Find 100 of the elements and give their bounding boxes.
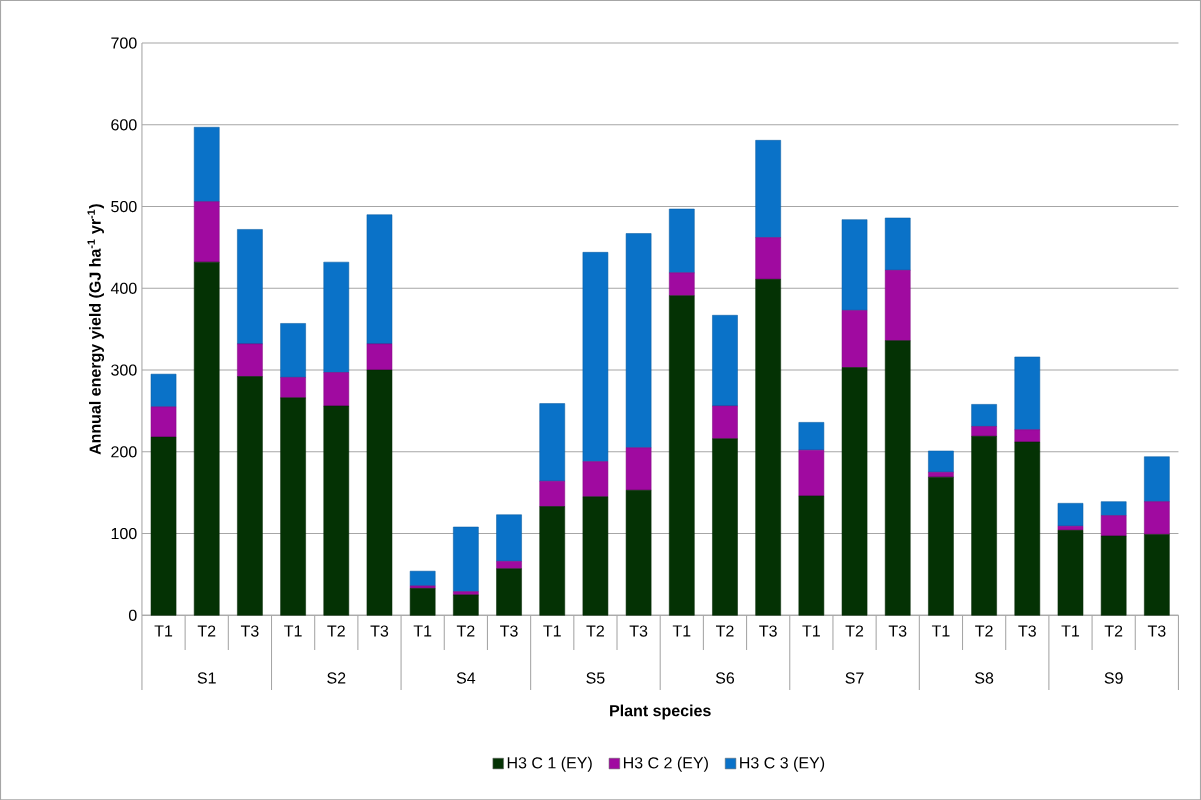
y-tick-label: 600 xyxy=(111,119,137,131)
bar xyxy=(1057,529,1084,616)
bar xyxy=(798,495,825,616)
x-tick-label: T3 xyxy=(1018,625,1036,637)
text: S2 xyxy=(327,672,346,684)
bar xyxy=(928,450,954,473)
y-axis-title: Annual energy yield (GJ ha$^{-1}$ yr$^{-1}$) xyxy=(87,204,105,455)
bar xyxy=(1144,501,1170,535)
bar xyxy=(625,233,652,448)
bar xyxy=(150,373,177,407)
bar xyxy=(1100,515,1127,537)
bar xyxy=(712,438,738,616)
x-tick-label: T2 xyxy=(586,625,604,637)
bar xyxy=(755,139,781,238)
bar xyxy=(798,449,825,497)
y-tick-label: 400 xyxy=(110,282,137,294)
y-tick-label: 100 xyxy=(111,527,137,540)
bar xyxy=(1014,429,1041,443)
bar xyxy=(971,426,997,437)
bar xyxy=(193,201,220,263)
bar xyxy=(496,514,522,562)
bar xyxy=(237,229,263,345)
bar xyxy=(1144,456,1170,502)
bar xyxy=(496,560,522,569)
x-tick-label: T2 xyxy=(456,625,475,637)
x-axis-title: Plant species xyxy=(610,704,711,720)
x-tick-label: T1 xyxy=(413,625,432,637)
y-tick-label: 200 xyxy=(111,446,137,458)
x-tick-label: T3 xyxy=(1147,625,1166,637)
bar xyxy=(884,217,911,271)
bar xyxy=(1014,441,1041,616)
y-tick-label: 300 xyxy=(111,364,137,376)
bar xyxy=(755,237,781,280)
bar xyxy=(1057,502,1084,527)
bar xyxy=(193,126,220,202)
bar xyxy=(755,278,781,616)
x-tick-label: T2 xyxy=(1104,625,1123,637)
text: S7 xyxy=(845,672,864,684)
bar xyxy=(971,435,997,616)
bar xyxy=(409,570,436,587)
text: S6 xyxy=(715,672,735,684)
bar xyxy=(669,295,695,616)
x-tick-label: T3 xyxy=(500,625,518,637)
bar xyxy=(366,343,393,371)
x-tick-label: T1 xyxy=(802,625,820,637)
bar xyxy=(453,526,479,592)
x-tick-label: T1 xyxy=(931,625,950,637)
bar xyxy=(539,480,566,507)
bar xyxy=(625,447,652,491)
x-tick-label: T3 xyxy=(370,625,389,637)
bar xyxy=(280,323,306,378)
bar xyxy=(453,594,479,616)
bar xyxy=(496,568,522,616)
y-tick-label: 500 xyxy=(111,200,137,213)
x-tick-label: T2 xyxy=(716,625,734,637)
text: S9 xyxy=(1104,672,1123,684)
bar xyxy=(1144,533,1170,616)
bar xyxy=(625,489,652,616)
bar xyxy=(971,403,997,427)
x-tick-label: T3 xyxy=(888,625,907,637)
legend-label: H3 C 1 (EY) xyxy=(507,756,592,772)
bar xyxy=(366,214,393,345)
bar xyxy=(669,208,695,273)
bar xyxy=(366,369,393,616)
text: S5 xyxy=(586,672,605,684)
x-tick-label: T1 xyxy=(672,625,691,637)
bar xyxy=(237,376,263,616)
text: S1 xyxy=(197,672,216,684)
x-tick-label: T1 xyxy=(543,625,561,637)
bar xyxy=(539,506,566,616)
bar xyxy=(884,340,911,616)
bar xyxy=(841,219,868,311)
bar xyxy=(1100,501,1127,516)
x-tick-label: T1 xyxy=(284,625,302,637)
bar xyxy=(1014,356,1041,430)
bar xyxy=(1057,525,1084,531)
bar xyxy=(539,403,566,482)
x-tick-label: T2 xyxy=(197,625,216,637)
bar xyxy=(712,405,738,439)
text: S8 xyxy=(975,672,994,684)
bar xyxy=(150,436,177,616)
bar xyxy=(237,343,263,377)
legend-label: H3 C 2 (EY) xyxy=(623,756,708,772)
x-tick-label: T2 xyxy=(845,625,864,637)
bar xyxy=(280,397,306,616)
x-tick-label: T2 xyxy=(327,625,345,637)
bar xyxy=(582,251,609,462)
bar xyxy=(841,367,868,616)
bar xyxy=(1100,535,1127,616)
x-tick-label: T1 xyxy=(154,625,173,637)
bar xyxy=(798,421,825,451)
bar xyxy=(712,314,738,407)
y-tick-label: 0 xyxy=(128,609,137,621)
bar xyxy=(409,587,436,616)
x-tick-label: T1 xyxy=(1061,625,1080,637)
bar xyxy=(582,496,609,616)
bar xyxy=(323,372,350,407)
bar xyxy=(280,377,306,398)
x-tick-label: T3 xyxy=(759,625,777,637)
bar xyxy=(928,471,954,478)
